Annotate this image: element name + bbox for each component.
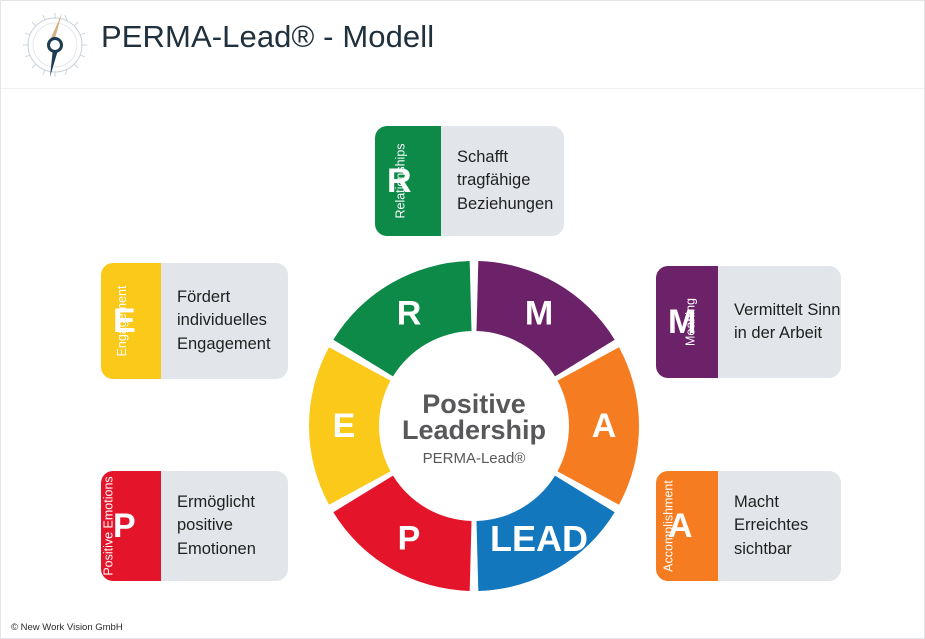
- center-subtitle: PERMA-Lead®: [423, 450, 526, 467]
- card-letterbox-engagement: E Engagement: [101, 263, 161, 379]
- donut-label-p: P: [398, 520, 421, 558]
- card-vertical-label-accomplishment: Accomplishment: [661, 480, 676, 572]
- donut-label-lead: LEAD: [490, 518, 588, 559]
- card-letter-positive-emotions: P: [113, 507, 136, 545]
- card-description-panel-accomplishment: Macht Erreichtes sichtbar: [718, 471, 841, 581]
- header-divider: [1, 88, 924, 89]
- donut-label-a: A: [592, 407, 617, 445]
- card-letter-relationships: R: [387, 162, 412, 200]
- card-letter-accomplishment: A: [668, 507, 693, 545]
- center-title-line2: Leadership: [402, 415, 546, 445]
- donut-label-e: E: [333, 407, 356, 445]
- donut-segment-p: [333, 475, 472, 591]
- card-description-text-engagement: Fördert individuelles Engagement: [177, 287, 271, 353]
- card-vertical-label-positive-emotions: Positive Emotions: [101, 476, 116, 576]
- donut-segment-labels: R M A LEAD P E: [333, 294, 617, 559]
- card-vertical-label-relationships: Relationships: [393, 143, 408, 219]
- card-description-panel-meaning: Vermittelt Sinn in der Arbeit: [718, 266, 841, 378]
- page-title: PERMA-Lead® - Modell: [101, 19, 435, 54]
- donut-label-m: M: [525, 294, 553, 332]
- footer-copyright: © New Work Vision GmbH: [11, 622, 123, 633]
- card-description-text-relationships: Schafft tragfähige Beziehungen: [457, 147, 554, 213]
- perma-donut-chart: R M A LEAD P E Positive Leadership PERMA-Lead…: [304, 256, 644, 596]
- donut-segment-e: [309, 347, 391, 505]
- donut-label-r: R: [397, 294, 422, 332]
- card-letter-engagement: E: [113, 302, 136, 340]
- card-description-text-positive-emotions: Ermöglicht positive Emotionen: [177, 492, 256, 558]
- center-title-line1: Positive: [422, 389, 526, 419]
- card-letterbox-accomplishment: A Accomplishment: [656, 471, 718, 581]
- card-description-panel-positive-emotions: Ermöglicht positive Emotionen: [161, 471, 288, 581]
- card-description-panel-relationships: Schafft tragfähige Beziehungen: [441, 126, 564, 236]
- card-letterbox-relationships: R Relationships: [375, 126, 441, 236]
- card-description-panel-engagement: Fördert individuelles Engagement: [161, 263, 288, 379]
- header: PERMA-Lead® - Modell: [1, 1, 924, 89]
- info-card-accomplishment: A Accomplishment Macht Erreichtes sichtbar: [656, 471, 841, 581]
- card-letter-meaning: M: [668, 303, 697, 341]
- info-card-engagement: E Engagement Fördert individuelles Engagem…: [101, 263, 288, 379]
- card-description-text-meaning: Vermittelt Sinn in der Arbeit: [734, 300, 841, 342]
- donut-segments: [309, 261, 639, 591]
- info-card-positive-emotions: P Positive Emotions Ermöglicht positive Em…: [101, 471, 288, 581]
- card-description-text-accomplishment: Macht Erreichtes sichtbar: [734, 492, 809, 558]
- donut-segment-m: [476, 261, 615, 377]
- donut-segment-r: [333, 261, 472, 377]
- card-letterbox-positive-emotions: P Positive Emotions: [101, 471, 161, 581]
- compass-logo: [19, 9, 91, 81]
- info-card-relationships: R Relationships Schafft tragfähige Beziehu…: [375, 126, 564, 236]
- card-vertical-label-engagement: Engagement: [115, 285, 130, 357]
- card-vertical-label-meaning: Meaning: [683, 298, 698, 346]
- card-letterbox-meaning: M Meaning: [656, 266, 718, 378]
- donut-segment-lead: [476, 475, 615, 591]
- info-card-meaning: M Meaning Vermittelt Sinn in der Arbeit: [656, 266, 841, 378]
- donut-segment-a: [557, 347, 639, 505]
